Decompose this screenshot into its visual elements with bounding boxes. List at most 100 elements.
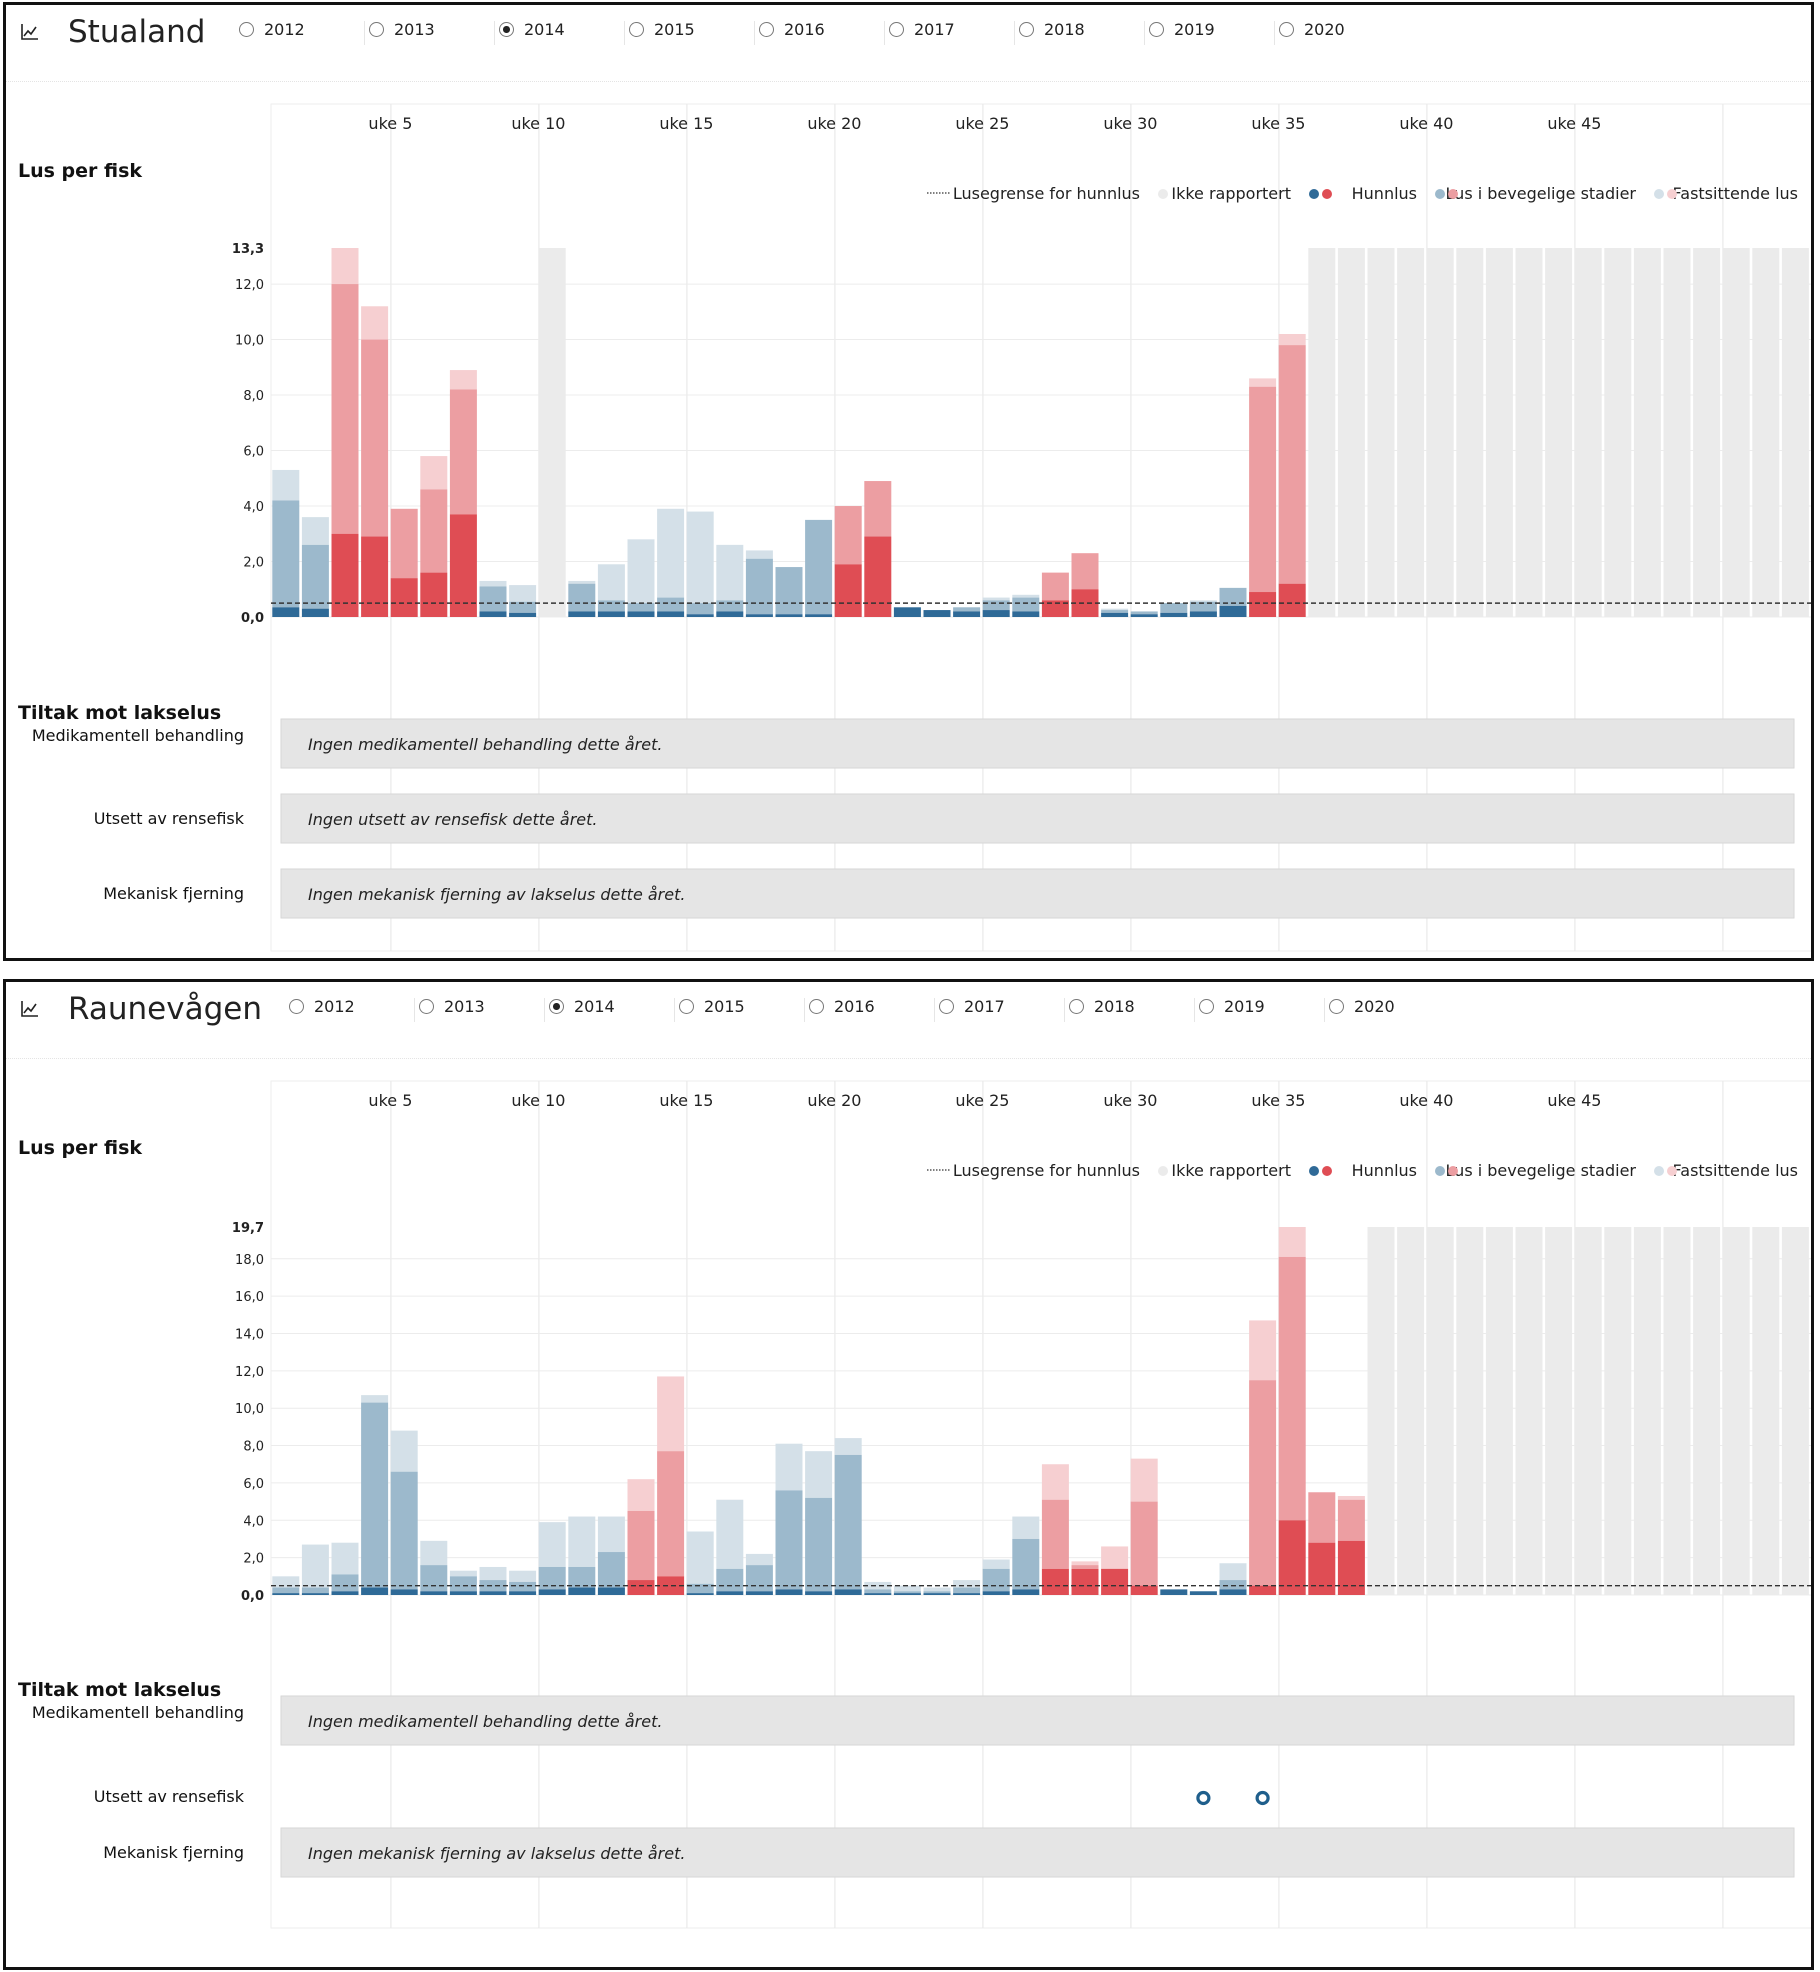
year-radio[interactable] <box>939 999 954 1014</box>
year-radio[interactable] <box>1279 22 1294 37</box>
week-bar[interactable] <box>1160 603 1188 617</box>
week-bar[interactable] <box>272 1576 300 1595</box>
week-bar[interactable] <box>775 1443 803 1595</box>
week-bar[interactable] <box>1012 1516 1040 1595</box>
week-bar[interactable] <box>982 1559 1010 1595</box>
year-radio[interactable] <box>679 999 694 1014</box>
week-bar[interactable] <box>597 1516 625 1595</box>
year-radio[interactable] <box>419 999 434 1014</box>
week-bar[interactable] <box>1012 594 1040 617</box>
week-bar[interactable] <box>1278 1227 1306 1595</box>
year-option-2017[interactable]: 2017 <box>885 5 1015 61</box>
year-radio[interactable] <box>239 22 254 37</box>
week-bar[interactable] <box>893 1585 921 1595</box>
week-bar[interactable] <box>805 519 833 617</box>
year-option-2019[interactable]: 2019 <box>1145 5 1275 61</box>
year-option-2012[interactable]: 2012 <box>235 5 365 61</box>
week-bar[interactable] <box>1308 1492 1336 1595</box>
line-chart-icon[interactable] <box>20 999 40 1019</box>
week-bar[interactable] <box>1101 1546 1129 1595</box>
year-option-2013[interactable]: 2013 <box>365 5 495 61</box>
week-bar[interactable] <box>597 564 625 617</box>
week-bar[interactable] <box>1337 1495 1365 1595</box>
year-option-2015[interactable]: 2015 <box>675 982 805 1038</box>
year-option-2020[interactable]: 2020 <box>1275 5 1405 61</box>
week-bar[interactable] <box>627 1479 655 1595</box>
week-bar[interactable] <box>1249 1320 1277 1595</box>
year-option-2020[interactable]: 2020 <box>1325 982 1455 1038</box>
week-bar[interactable] <box>686 1531 714 1595</box>
year-option-2019[interactable]: 2019 <box>1195 982 1325 1038</box>
year-radio[interactable] <box>1199 999 1214 1014</box>
year-option-2014[interactable]: 2014 <box>495 5 625 61</box>
week-bar[interactable] <box>1130 611 1158 617</box>
week-bar[interactable] <box>568 1516 596 1595</box>
week-bar[interactable] <box>1130 1458 1158 1595</box>
week-bar[interactable] <box>272 469 300 617</box>
week-bar[interactable] <box>390 508 418 617</box>
week-bar[interactable] <box>331 1542 359 1595</box>
year-option-2018[interactable]: 2018 <box>1015 5 1145 61</box>
week-bar[interactable] <box>449 370 477 617</box>
year-option-2012[interactable]: 2012 <box>285 982 415 1038</box>
line-chart-icon[interactable] <box>20 22 40 42</box>
year-radio[interactable] <box>289 999 304 1014</box>
rensefisk-release-marker[interactable] <box>1196 1790 1211 1806</box>
week-bar[interactable] <box>893 607 921 617</box>
week-bar[interactable] <box>1249 378 1277 617</box>
week-bar[interactable] <box>420 456 448 617</box>
week-bar[interactable] <box>1219 1563 1247 1595</box>
week-bar[interactable] <box>1041 572 1069 617</box>
week-bar[interactable] <box>982 597 1010 617</box>
week-bar[interactable] <box>627 539 655 617</box>
week-bar[interactable] <box>479 580 507 617</box>
year-radio[interactable] <box>809 999 824 1014</box>
week-bar[interactable] <box>953 607 981 617</box>
year-option-2014[interactable]: 2014 <box>545 982 675 1038</box>
week-bar[interactable] <box>923 1587 951 1595</box>
week-bar[interactable] <box>420 1540 448 1595</box>
year-radio[interactable] <box>889 22 904 37</box>
year-option-2017[interactable]: 2017 <box>935 982 1065 1038</box>
week-bar[interactable] <box>953 1580 981 1595</box>
week-bar[interactable] <box>923 610 951 617</box>
week-bar[interactable] <box>538 1522 566 1595</box>
week-bar[interactable] <box>1041 1464 1069 1595</box>
week-bar[interactable] <box>834 1438 862 1595</box>
week-bar[interactable] <box>745 1553 773 1595</box>
week-bar[interactable] <box>509 1570 537 1595</box>
year-radio[interactable] <box>759 22 774 37</box>
year-radio[interactable] <box>499 22 514 37</box>
year-radio[interactable] <box>1149 22 1164 37</box>
year-radio[interactable] <box>1019 22 1034 37</box>
week-bar[interactable] <box>1071 1561 1099 1595</box>
week-bar[interactable] <box>331 248 359 617</box>
week-bar[interactable] <box>716 1499 744 1595</box>
week-bar[interactable] <box>301 1544 329 1595</box>
week-bar[interactable] <box>390 1430 418 1595</box>
rensefisk-release-marker[interactable] <box>1255 1790 1270 1806</box>
week-bar[interactable] <box>361 1395 389 1595</box>
week-bar[interactable] <box>805 1451 833 1595</box>
year-radio[interactable] <box>629 22 644 37</box>
year-option-2015[interactable]: 2015 <box>625 5 755 61</box>
week-bar[interactable] <box>361 306 389 617</box>
week-bar[interactable] <box>301 517 329 617</box>
week-bar[interactable] <box>1189 1591 1217 1595</box>
year-option-2018[interactable]: 2018 <box>1065 982 1195 1038</box>
week-bar[interactable] <box>864 481 892 617</box>
week-bar[interactable] <box>834 506 862 617</box>
year-radio[interactable] <box>369 22 384 37</box>
year-radio[interactable] <box>1329 999 1344 1014</box>
year-radio[interactable] <box>549 999 564 1014</box>
week-bar[interactable] <box>479 1566 507 1595</box>
week-bar[interactable] <box>1160 1589 1188 1595</box>
week-bar[interactable] <box>1219 587 1247 617</box>
week-bar[interactable] <box>509 585 537 617</box>
week-bar[interactable] <box>657 508 685 617</box>
week-bar[interactable] <box>449 1570 477 1595</box>
week-bar[interactable] <box>1189 600 1217 617</box>
week-bar[interactable] <box>775 567 803 617</box>
week-bar[interactable] <box>716 544 744 617</box>
week-bar[interactable] <box>864 1581 892 1595</box>
